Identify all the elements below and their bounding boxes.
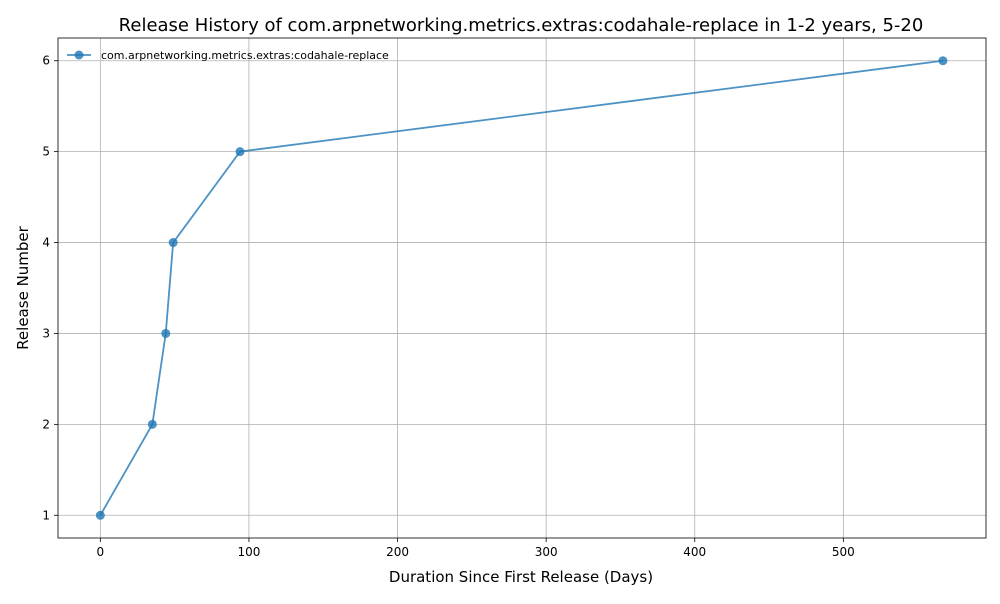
x-tick-label: 0 <box>97 545 105 559</box>
data-point <box>147 419 157 429</box>
y-tick-label: 2 <box>42 417 50 431</box>
data-point <box>95 510 105 520</box>
series-layer <box>95 56 948 520</box>
series-line <box>99 59 944 516</box>
chart-title: Release History of com.arpnetworking.met… <box>119 15 924 36</box>
legend: com.arpnetworking.metrics.extras:codahal… <box>67 49 389 62</box>
y-axis-label: Release Number <box>14 225 32 349</box>
data-point <box>168 238 178 248</box>
legend-label: com.arpnetworking.metrics.extras:codahal… <box>101 49 389 62</box>
y-tick-label: 3 <box>42 326 50 340</box>
data-point <box>161 328 171 338</box>
data-point <box>938 56 948 66</box>
x-tick-label: 200 <box>386 545 409 559</box>
plot-frame <box>57 37 987 539</box>
grid-lines <box>58 38 986 538</box>
x-tick-label: 500 <box>832 545 855 559</box>
y-tick-label: 6 <box>42 54 50 68</box>
axes: 0 100 200 300 400 500 1 2 3 4 5 6 <box>42 37 987 559</box>
data-point <box>235 147 245 157</box>
x-axis-label: Duration Since First Release (Days) <box>389 568 653 586</box>
y-tick-label: 5 <box>42 145 50 159</box>
x-tick-label: 100 <box>237 545 260 559</box>
x-tick-label: 400 <box>683 545 706 559</box>
y-tick-label: 1 <box>42 508 50 522</box>
x-tick-label: 300 <box>535 545 558 559</box>
y-tick-label: 4 <box>42 236 50 250</box>
legend-swatch-marker <box>74 50 84 60</box>
